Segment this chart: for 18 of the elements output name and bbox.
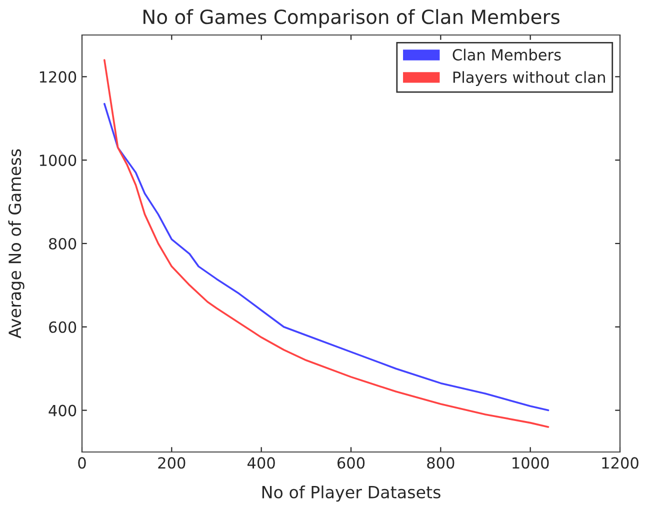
line-series [104,102,550,412]
legend-label: Players without clan [453,71,605,86]
y-tick-label: 600 [49,321,76,333]
y-axis-title: Average No of Gamess [8,149,24,338]
x-tick-label: 600 [337,457,365,469]
y-tick-label: 400 [48,404,76,416]
x-tick-label: 200 [158,457,186,469]
x-tick-label: 1200 [602,457,638,469]
x-tick-label: 800 [427,457,454,469]
y-tick-label: 1000 [40,154,76,166]
chart-title: No of Games Comparison of Clan Members [144,9,560,28]
x-tick-label: 1000 [512,457,549,469]
x-tick-label: 400 [248,457,275,469]
legend-label: Clan Members [452,48,561,61]
y-tick-label: 800 [49,238,76,250]
x-axis-title: No of Player Datasets [262,486,440,502]
x-tick-label: 0 [78,457,86,469]
y-tick-label: 1200 [40,71,76,83]
